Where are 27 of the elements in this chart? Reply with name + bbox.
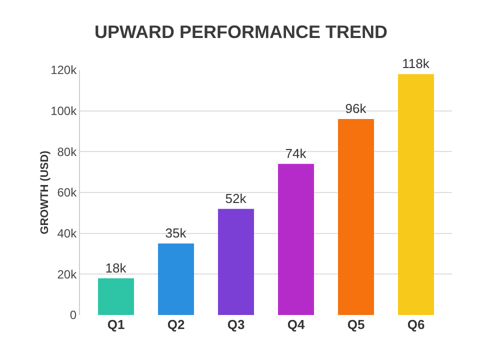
- data-label: 35k: [165, 226, 187, 241]
- x-tick-label: Q6: [407, 317, 425, 332]
- data-label: 18k: [105, 260, 127, 276]
- chart-title: UPWARD PERFORMANCE TREND: [94, 22, 388, 42]
- data-label: 96k: [345, 101, 367, 116]
- bar: [98, 278, 134, 315]
- bar: [158, 244, 194, 315]
- bar: [218, 208, 254, 315]
- data-label: 118k: [402, 56, 430, 72]
- x-tick-label: Q3: [227, 317, 245, 332]
- x-tick-label: Q1: [107, 317, 125, 332]
- bar: [398, 74, 434, 315]
- y-tick-label: 60k: [57, 186, 78, 200]
- y-tick-label: 40k: [57, 226, 78, 241]
- y-tick-label: 0: [70, 308, 77, 322]
- data-label: 52k: [225, 190, 247, 206]
- x-tick-label: Q4: [287, 317, 306, 332]
- bar: [278, 164, 314, 315]
- x-tick-label: Q5: [347, 317, 365, 332]
- y-axis-title: GROWTH (USD): [39, 150, 51, 234]
- x-tick-label: Q2: [167, 317, 185, 332]
- y-tick-label: 100k: [50, 104, 78, 118]
- y-tick-label: 120k: [50, 63, 78, 78]
- y-tick-label: 80k: [57, 144, 78, 159]
- y-tick-label: 20k: [57, 267, 78, 282]
- bar: [338, 119, 374, 315]
- data-label: 74k: [285, 146, 307, 161]
